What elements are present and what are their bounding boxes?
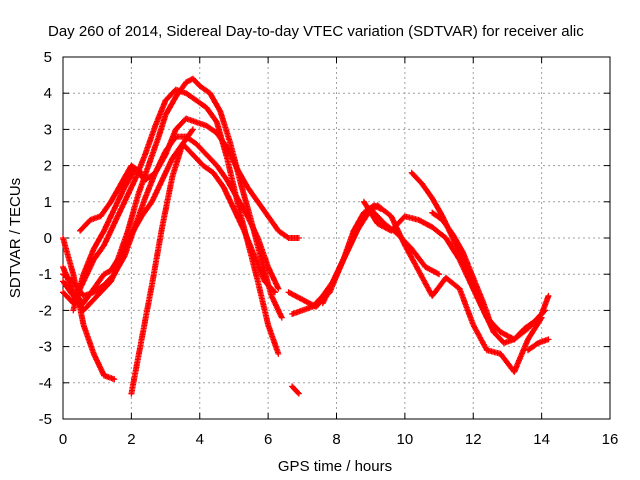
y-tick-label: 0 [44, 230, 52, 247]
y-tick-label: 1 [44, 194, 52, 211]
series-sat-a [60, 75, 285, 321]
x-tick-label: 10 [397, 431, 414, 448]
x-tick-label: 14 [533, 431, 550, 448]
y-tick-label: -3 [39, 339, 52, 356]
y-axis-label: SDTVAR / TECUs [7, 178, 24, 298]
series-sat-i [289, 383, 302, 397]
series-points-sat-n [408, 169, 549, 346]
series-points-sat-f [60, 235, 118, 383]
series-sat-g [77, 162, 145, 234]
grid-lines [63, 57, 610, 419]
series-sat-o [429, 209, 497, 336]
y-tick-label: -5 [39, 411, 52, 428]
data-points [60, 75, 552, 397]
series-sat-f [60, 235, 118, 383]
series-points-sat-p [525, 336, 552, 354]
x-tick-label: 2 [127, 431, 135, 448]
x-tick-label: 8 [332, 431, 340, 448]
x-tick-label: 12 [465, 431, 482, 448]
x-axis-label: GPS time / hours [278, 458, 392, 475]
series-points-sat-o [429, 209, 497, 336]
x-tick-label: 0 [59, 431, 67, 448]
y-tick-label: -4 [39, 375, 52, 392]
series-points-sat-g [77, 162, 145, 234]
series-points-sat-h [128, 126, 196, 397]
y-tick-label: 4 [44, 85, 52, 102]
y-tick-label: 5 [44, 49, 52, 66]
y-tick-label: -1 [39, 266, 52, 283]
series-points-sat-a [60, 75, 285, 321]
series-sat-m [360, 198, 552, 343]
series-sat-p [525, 336, 552, 354]
y-tick-label: 2 [44, 158, 52, 175]
y-tick-label: -2 [39, 302, 52, 319]
chart-title: Day 260 of 2014, Sidereal Day-to-day VTE… [48, 23, 584, 40]
series-points-sat-m [360, 198, 552, 343]
series-points-sat-i [289, 383, 302, 397]
x-tick-label: 6 [264, 431, 272, 448]
x-tick-label: 16 [602, 431, 619, 448]
series-sat-e [60, 140, 278, 314]
series-sat-h [128, 126, 196, 397]
y-tick-label: 3 [44, 121, 52, 138]
series-points-sat-e [60, 140, 278, 314]
x-tick-label: 4 [196, 431, 204, 448]
series-sat-n [408, 169, 549, 346]
